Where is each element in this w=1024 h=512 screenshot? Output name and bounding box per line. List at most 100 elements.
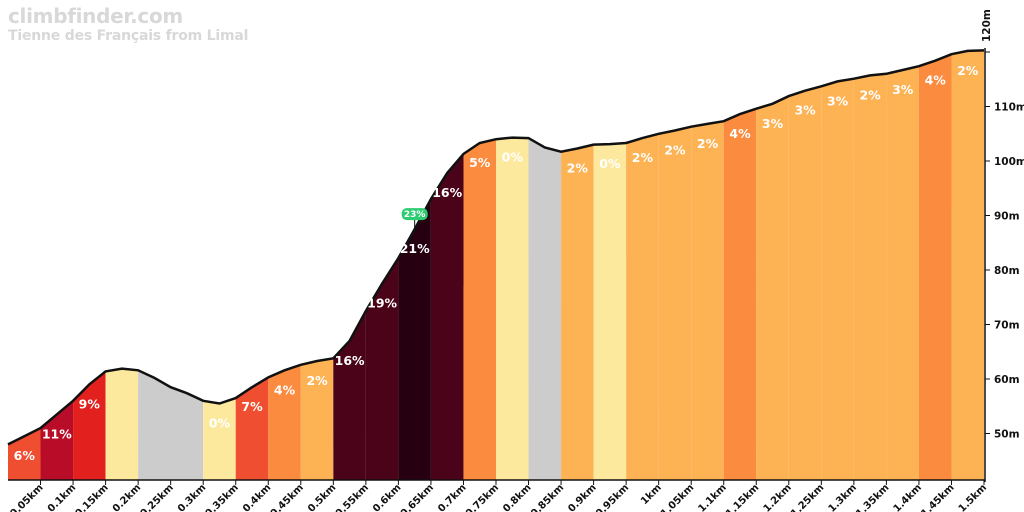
gradient-label: 3% [794,103,816,118]
gradient-segment [73,371,106,480]
gradient-segment [528,138,562,480]
x-tick-label: 1.4km [892,482,924,512]
gradient-labels: 6% 11% 9% 0% 7% 4% 2% 16% 19% 21% 16% 5% 0% 2% 0% 2% 2% 2… [14,63,979,463]
gradient-segment [626,133,659,481]
x-tick-label: 0.9km [566,482,598,512]
gradient-label: 11% [42,426,72,441]
gradient-label: 0% [502,150,524,165]
x-tick-label: 1.2km [762,482,794,512]
gradient-label: 2% [697,136,719,151]
gradient-segment [951,50,984,481]
gradient-label: 2% [306,373,328,388]
x-tick-label: 0.55km [334,482,371,512]
x-tick-label: 0.5km [306,482,338,512]
gradient-segment [853,73,887,481]
climb-title: Tienne des Français from Limal [8,28,249,44]
gradient-segment [723,108,757,480]
gradient-segment [105,368,139,480]
x-tick-label: 0.7km [436,482,468,512]
gradient-segment [300,358,334,480]
x-tick-label: 0.85km [529,482,566,512]
x-tick-label: 1.05km [659,482,696,512]
gradient-label: 2% [567,161,589,176]
gradient-segment [561,144,594,480]
x-tick-label: 1.5km [957,482,989,512]
x-tick-label: 1.45km [919,482,956,512]
gradient-label: 5% [469,155,491,170]
gradient-segment [918,54,952,480]
y-tick-label: 70m [994,320,1020,332]
gradient-label: 2% [957,63,979,78]
gradient-segment [398,199,431,480]
gradient-label: 3% [892,82,914,97]
gradient-segment [496,137,529,480]
gradient-segment [235,377,269,480]
x-tick-label: 1.15km [724,482,761,512]
y-tick-label: 80m [994,265,1020,277]
x-tick-label: 0.1km [46,482,78,512]
gradient-label: 16% [432,185,462,200]
y-tick-label: 60m [994,374,1020,386]
x-tick-label: 1.3km [827,482,859,512]
gradient-segment [138,370,204,480]
max-gradient-badge [401,208,428,221]
gradient-segment [430,153,464,480]
gradient-segment [788,86,822,481]
gradient-segments [8,50,984,481]
gradient-segment [333,310,366,480]
site-logo-text: climbfinder.com [8,4,183,28]
x-tick-label: 0.4km [241,482,273,512]
gradient-label: 6% [14,448,36,463]
gradient-segment [691,121,724,480]
max-gradient-marker: 23% [401,208,428,230]
x-tick-label: 0.25km [139,482,176,512]
gradient-label: 2% [664,143,686,158]
gradient-label: 0% [209,416,231,431]
gradient-label: 3% [827,93,849,108]
x-tick-label: 1.35km [854,482,891,512]
y-tick-label: 120m [981,9,993,42]
gradient-segment [756,96,789,480]
gradient-segment [463,139,496,480]
y-tick-label: 90m [994,211,1020,223]
gradient-label: 4% [274,382,296,397]
gradient-segment [365,258,399,480]
profile-outline [7,49,985,446]
gradient-segment [203,398,236,480]
gradient-label: 4% [729,126,751,141]
x-tick-label: 1.1km [696,482,728,512]
gradient-label: 3% [762,116,784,131]
x-tick-label: 0.95km [594,482,631,512]
x-tick-label: 0.75km [464,482,501,512]
gradient-label: 0% [599,156,621,171]
gradient-label: 7% [241,399,263,414]
x-tick-label: 1km [639,482,664,507]
gradient-label: 4% [925,73,947,88]
gradient-label: 2% [632,150,654,165]
x-tick-label: 0.3km [176,482,208,512]
gradient-segment [593,143,627,480]
x-tick-label: 0.65km [399,482,436,512]
gradient-label: 2% [859,87,881,102]
x-tick-label: 0.2km [111,482,143,512]
brand-block: climbfinder.com Tienne des Français from… [8,4,248,44]
y-axis: 50m 60m 70m 80m 90m 100m 110m 120m [981,9,1024,482]
gradient-label: 19% [367,296,397,311]
x-tick-label: 0.6km [371,482,403,512]
x-tick-label: 0.8km [501,482,533,512]
gradient-label: 21% [400,241,430,256]
gradient-segment [40,400,74,480]
gradient-label: 16% [335,353,365,368]
x-tick-label: 0.05km [8,482,45,512]
x-tick-label: 1.25km [789,482,826,512]
max-gradient-label: 23% [404,210,426,220]
gradient-segment [268,364,301,480]
x-tick-label: 0.35km [204,482,241,512]
gradient-segment [886,66,919,480]
y-tick-label: 100m [994,156,1024,168]
x-tick-label: 0.15km [73,482,110,512]
y-tick-label: 110m [994,102,1024,114]
y-tick-label: 50m [994,429,1020,441]
